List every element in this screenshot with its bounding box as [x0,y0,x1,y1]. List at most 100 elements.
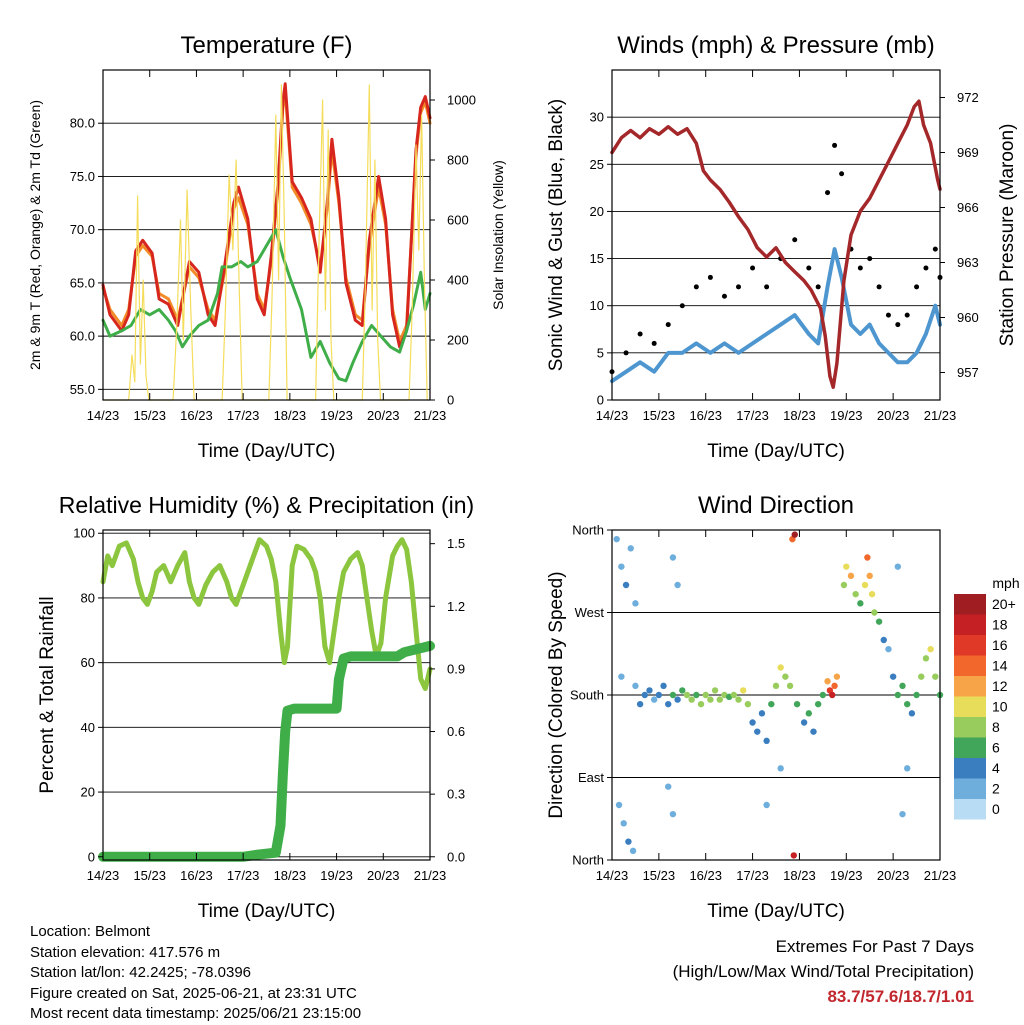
direction-point [880,636,887,644]
gust-point [750,265,756,271]
gust-point [832,142,838,148]
x-tick-label: 15/23 [643,868,676,883]
direction-point [636,700,644,708]
x-tick-label: 20/23 [877,408,910,423]
station-info: Location: Belmont Station elevation: 417… [30,922,361,1025]
legend-swatch [954,778,986,799]
gust-point [895,322,901,328]
legend-label: 4 [992,760,1000,776]
latlon-text: Station lat/lon: 42.2425; -78.0396 [30,964,252,981]
legend-swatch [954,737,986,758]
gust-point [923,265,929,271]
y-tick-label: 60.0 [70,329,95,344]
x-tick-label: 19/23 [320,408,353,423]
y-tick-label: 65.0 [70,275,95,290]
direction-point [824,678,831,685]
x-tick-label: 20/23 [877,868,910,883]
gust-point [707,274,713,280]
y2-tick-label: 969 [957,145,979,160]
speed-legend: mph 20+ 18 16 14 12 10 8 6 4 2 0 [954,575,1020,820]
legend-label: 6 [992,740,1000,756]
y2-tick-label: 972 [957,90,979,105]
gust-point [736,284,742,290]
td-series [101,228,432,383]
gust-point [693,284,699,290]
x-tick-label: 21/23 [414,868,447,883]
x-tick-label: 14/23 [87,868,120,883]
gust-point [932,246,938,252]
x-axis-label: Time (Day/UTC) [707,441,845,462]
direction-point [674,581,681,589]
direction-point [861,581,869,589]
y2-tick-label: 600 [447,213,469,228]
gust-point [764,284,770,290]
y-tick-label: South [570,688,604,703]
gust-point [839,171,845,177]
rh-series [100,537,433,691]
gust-point [815,284,821,290]
y2-tick-label: 400 [447,273,469,288]
direction-point [711,687,719,694]
direction-point [665,700,672,708]
x-tick-label: 18/23 [783,868,816,883]
y2-tick-label: 0 [447,393,454,408]
direction-point [716,696,723,703]
x-tick-label: 20/23 [367,868,400,883]
legend-label: 20+ [992,596,1016,612]
direction-point [660,682,667,690]
y-axis-label: Direction (Colored By Speed) [546,571,567,818]
x-tick-label: 16/23 [180,408,213,423]
y-tick-label: North [572,523,604,538]
extremes-subtitle: (High/Low/Max Wind/Total Precipitation) [672,962,974,981]
direction-point [852,590,859,598]
direction-point [620,820,627,827]
direction-point [740,687,747,694]
direction-point [688,696,695,703]
x-tick-label: 15/23 [133,868,166,883]
x-tick-label: 17/23 [736,408,769,423]
direction-point [786,682,794,690]
legend-swatch [954,696,986,717]
legend-swatch [954,655,986,676]
legend-label: 10 [992,699,1008,715]
gust-point [806,265,812,271]
legend-label: 18 [992,617,1008,633]
direction-point [683,691,691,699]
x-tick-label: 16/23 [180,868,213,883]
direction-point [669,691,677,699]
gust-point [867,256,873,262]
y2-tick-label: 960 [957,310,979,325]
x-tick-label: 17/23 [227,868,260,883]
solar-series [102,84,428,401]
y-tick-label: 20 [81,785,95,800]
direction-point [763,801,770,809]
wind-series [610,247,942,384]
y-axis-label: 2m & 9m T (Red, Orange) & 2m Td (Green) [27,100,43,370]
legend-label: 8 [992,719,1000,735]
chart-title: Wind Direction [698,492,854,519]
x-axis-label: Time (Day/UTC) [707,901,845,922]
x-tick-label: 18/23 [274,408,307,423]
chart-title: Temperature (F) [180,32,352,59]
y-tick-label: 100 [73,526,95,541]
gust-point [825,190,831,196]
x-tick-label: 14/23 [596,408,629,423]
x-tick-label: 19/23 [830,868,863,883]
direction-point [650,696,658,703]
direction-point [627,545,634,552]
chart-panel-3: 14/23 15/23 16/23 17/23 18/23 19/23 20/23 21/23… [37,492,474,922]
direction-point [899,810,906,818]
y-tick-label: 70.0 [70,222,95,237]
x-axis-label: Time (Day/UTC) [198,901,336,922]
direction-point [707,696,714,703]
x-tick-label: 20/23 [367,408,400,423]
direction-point [782,673,789,680]
direction-point [932,673,939,680]
elevation-text: Station elevation: 417.576 m [30,943,221,961]
precip-series [98,640,435,862]
x-tick-label: 15/23 [133,408,166,423]
y2-tick-label: 957 [957,365,979,380]
y2-tick-label: 1.2 [447,599,465,614]
gust-point [665,322,671,328]
